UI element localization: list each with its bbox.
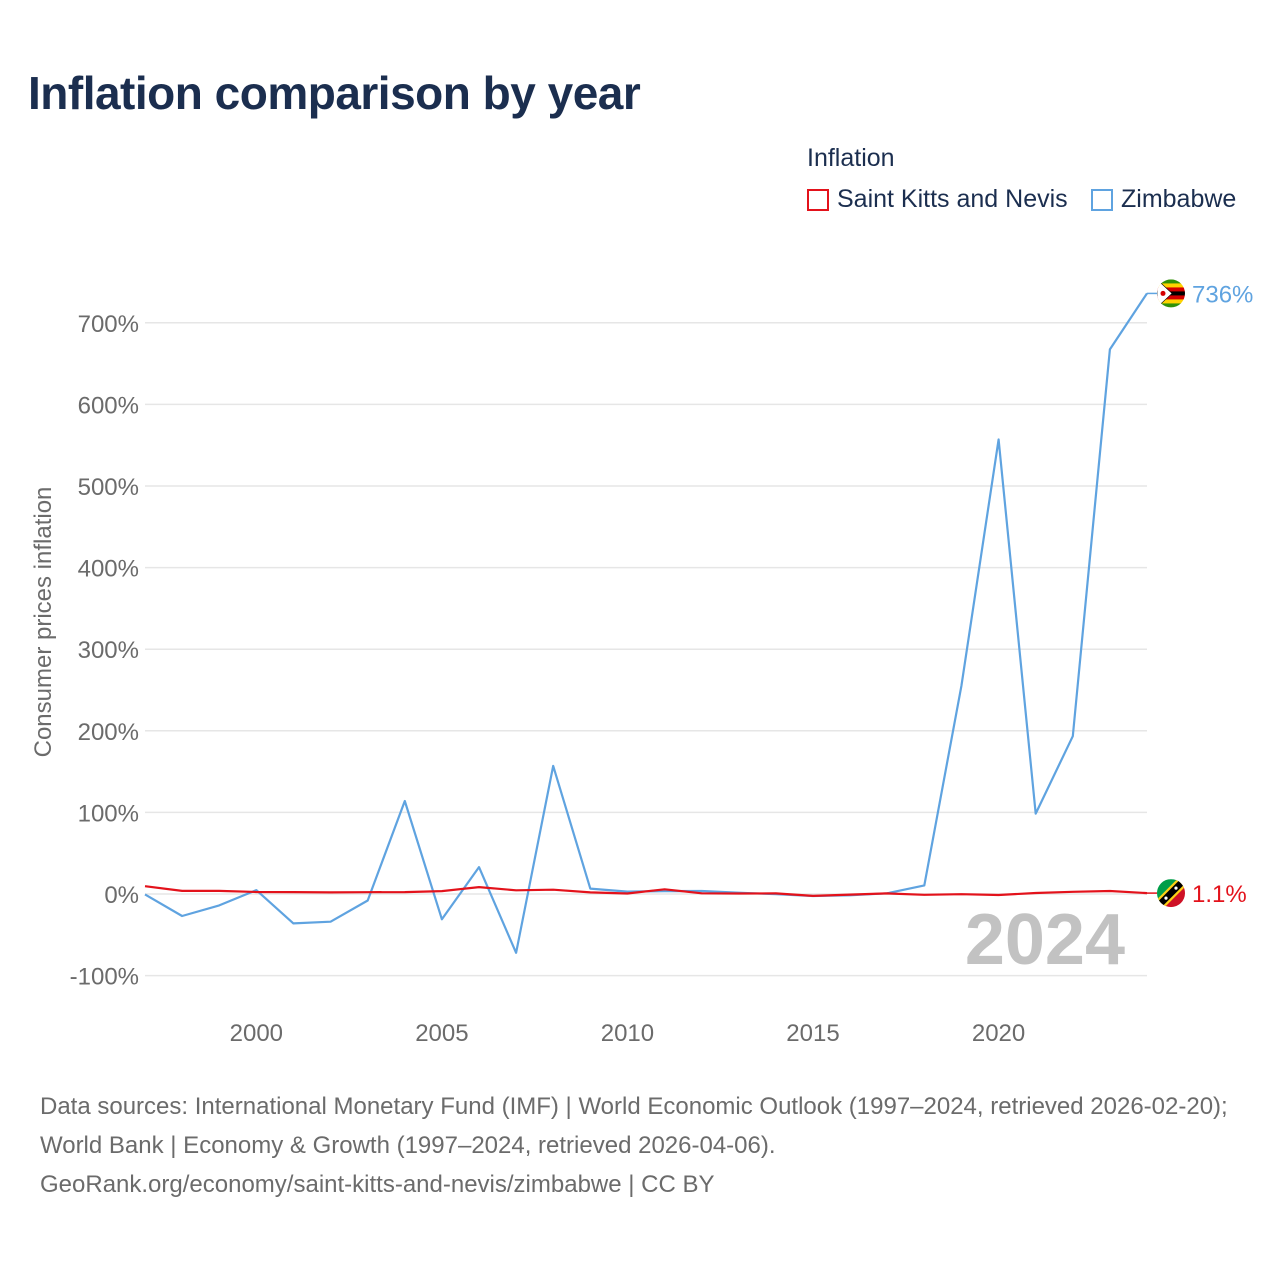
- legend-swatch-zimbabwe: [1091, 188, 1113, 211]
- legend-item-saint-kitts-and-nevis[interactable]: Saint Kitts and Nevis: [807, 185, 1068, 214]
- y-tick-label: 100%: [78, 800, 139, 827]
- year-watermark: 2024: [965, 900, 1125, 980]
- source-footer: Data sources: International Monetary Fun…: [40, 1087, 1250, 1204]
- legend-item-zimbabwe[interactable]: Zimbabwe: [1091, 185, 1236, 214]
- y-tick-label: 600%: [78, 392, 139, 419]
- zimbabwe-flag-icon: [1157, 279, 1185, 308]
- gridlines: [145, 322, 1147, 977]
- legend-title: Inflation: [807, 144, 895, 172]
- series-line-saint-kitts-and-nevis: [144, 885, 1148, 898]
- y-tick-label: 300%: [78, 637, 139, 664]
- x-tick-label: 2010: [601, 1020, 654, 1047]
- x-tick-label: 2005: [415, 1020, 468, 1047]
- credit-text: GeoRank.org/economy/saint-kitts-and-nevi…: [40, 1171, 715, 1198]
- data-sources-text: Data sources: International Monetary Fun…: [40, 1093, 1228, 1159]
- y-tick-label: 700%: [78, 311, 139, 338]
- legend-label-saint-kitts-and-nevis: Saint Kitts and Nevis: [837, 185, 1068, 213]
- x-tick-label: 2000: [230, 1020, 283, 1047]
- y-axis-label: Consumer prices inflation: [30, 487, 57, 758]
- series-lines: [144, 292, 1148, 954]
- y-tick-labels: -100% 0% 100% 200% 300% 400% 500% 600% 700%: [70, 311, 139, 991]
- series-end-markers: 736% 1.1%: [1147, 279, 1253, 908]
- y-tick-label: 400%: [78, 556, 139, 583]
- x-tick-label: 2015: [786, 1020, 839, 1047]
- chart-title: Inflation comparison by year: [28, 67, 641, 119]
- saint-kitts-and-nevis-flag-icon: [1157, 879, 1185, 908]
- y-tick-label: 200%: [78, 719, 139, 746]
- line-chart: -100% 0% 100% 200% 300% 400% 500% 600% 700% 2000…: [30, 279, 1253, 1047]
- y-tick-label: 500%: [78, 474, 139, 501]
- end-label-saint-kitts-and-nevis: 1.1%: [1192, 881, 1247, 908]
- legend-label-zimbabwe: Zimbabwe: [1121, 185, 1237, 213]
- end-label-zimbabwe: 736%: [1192, 281, 1253, 308]
- y-tick-label: 0%: [104, 882, 139, 909]
- legend-swatch-saint-kitts-and-nevis: [807, 188, 829, 211]
- x-tick-label: 2020: [972, 1020, 1025, 1047]
- x-tick-labels: 2000 2005 2010 2015 2020: [230, 1020, 1026, 1047]
- series-line-zimbabwe: [144, 292, 1148, 954]
- y-tick-label: -100%: [70, 964, 139, 991]
